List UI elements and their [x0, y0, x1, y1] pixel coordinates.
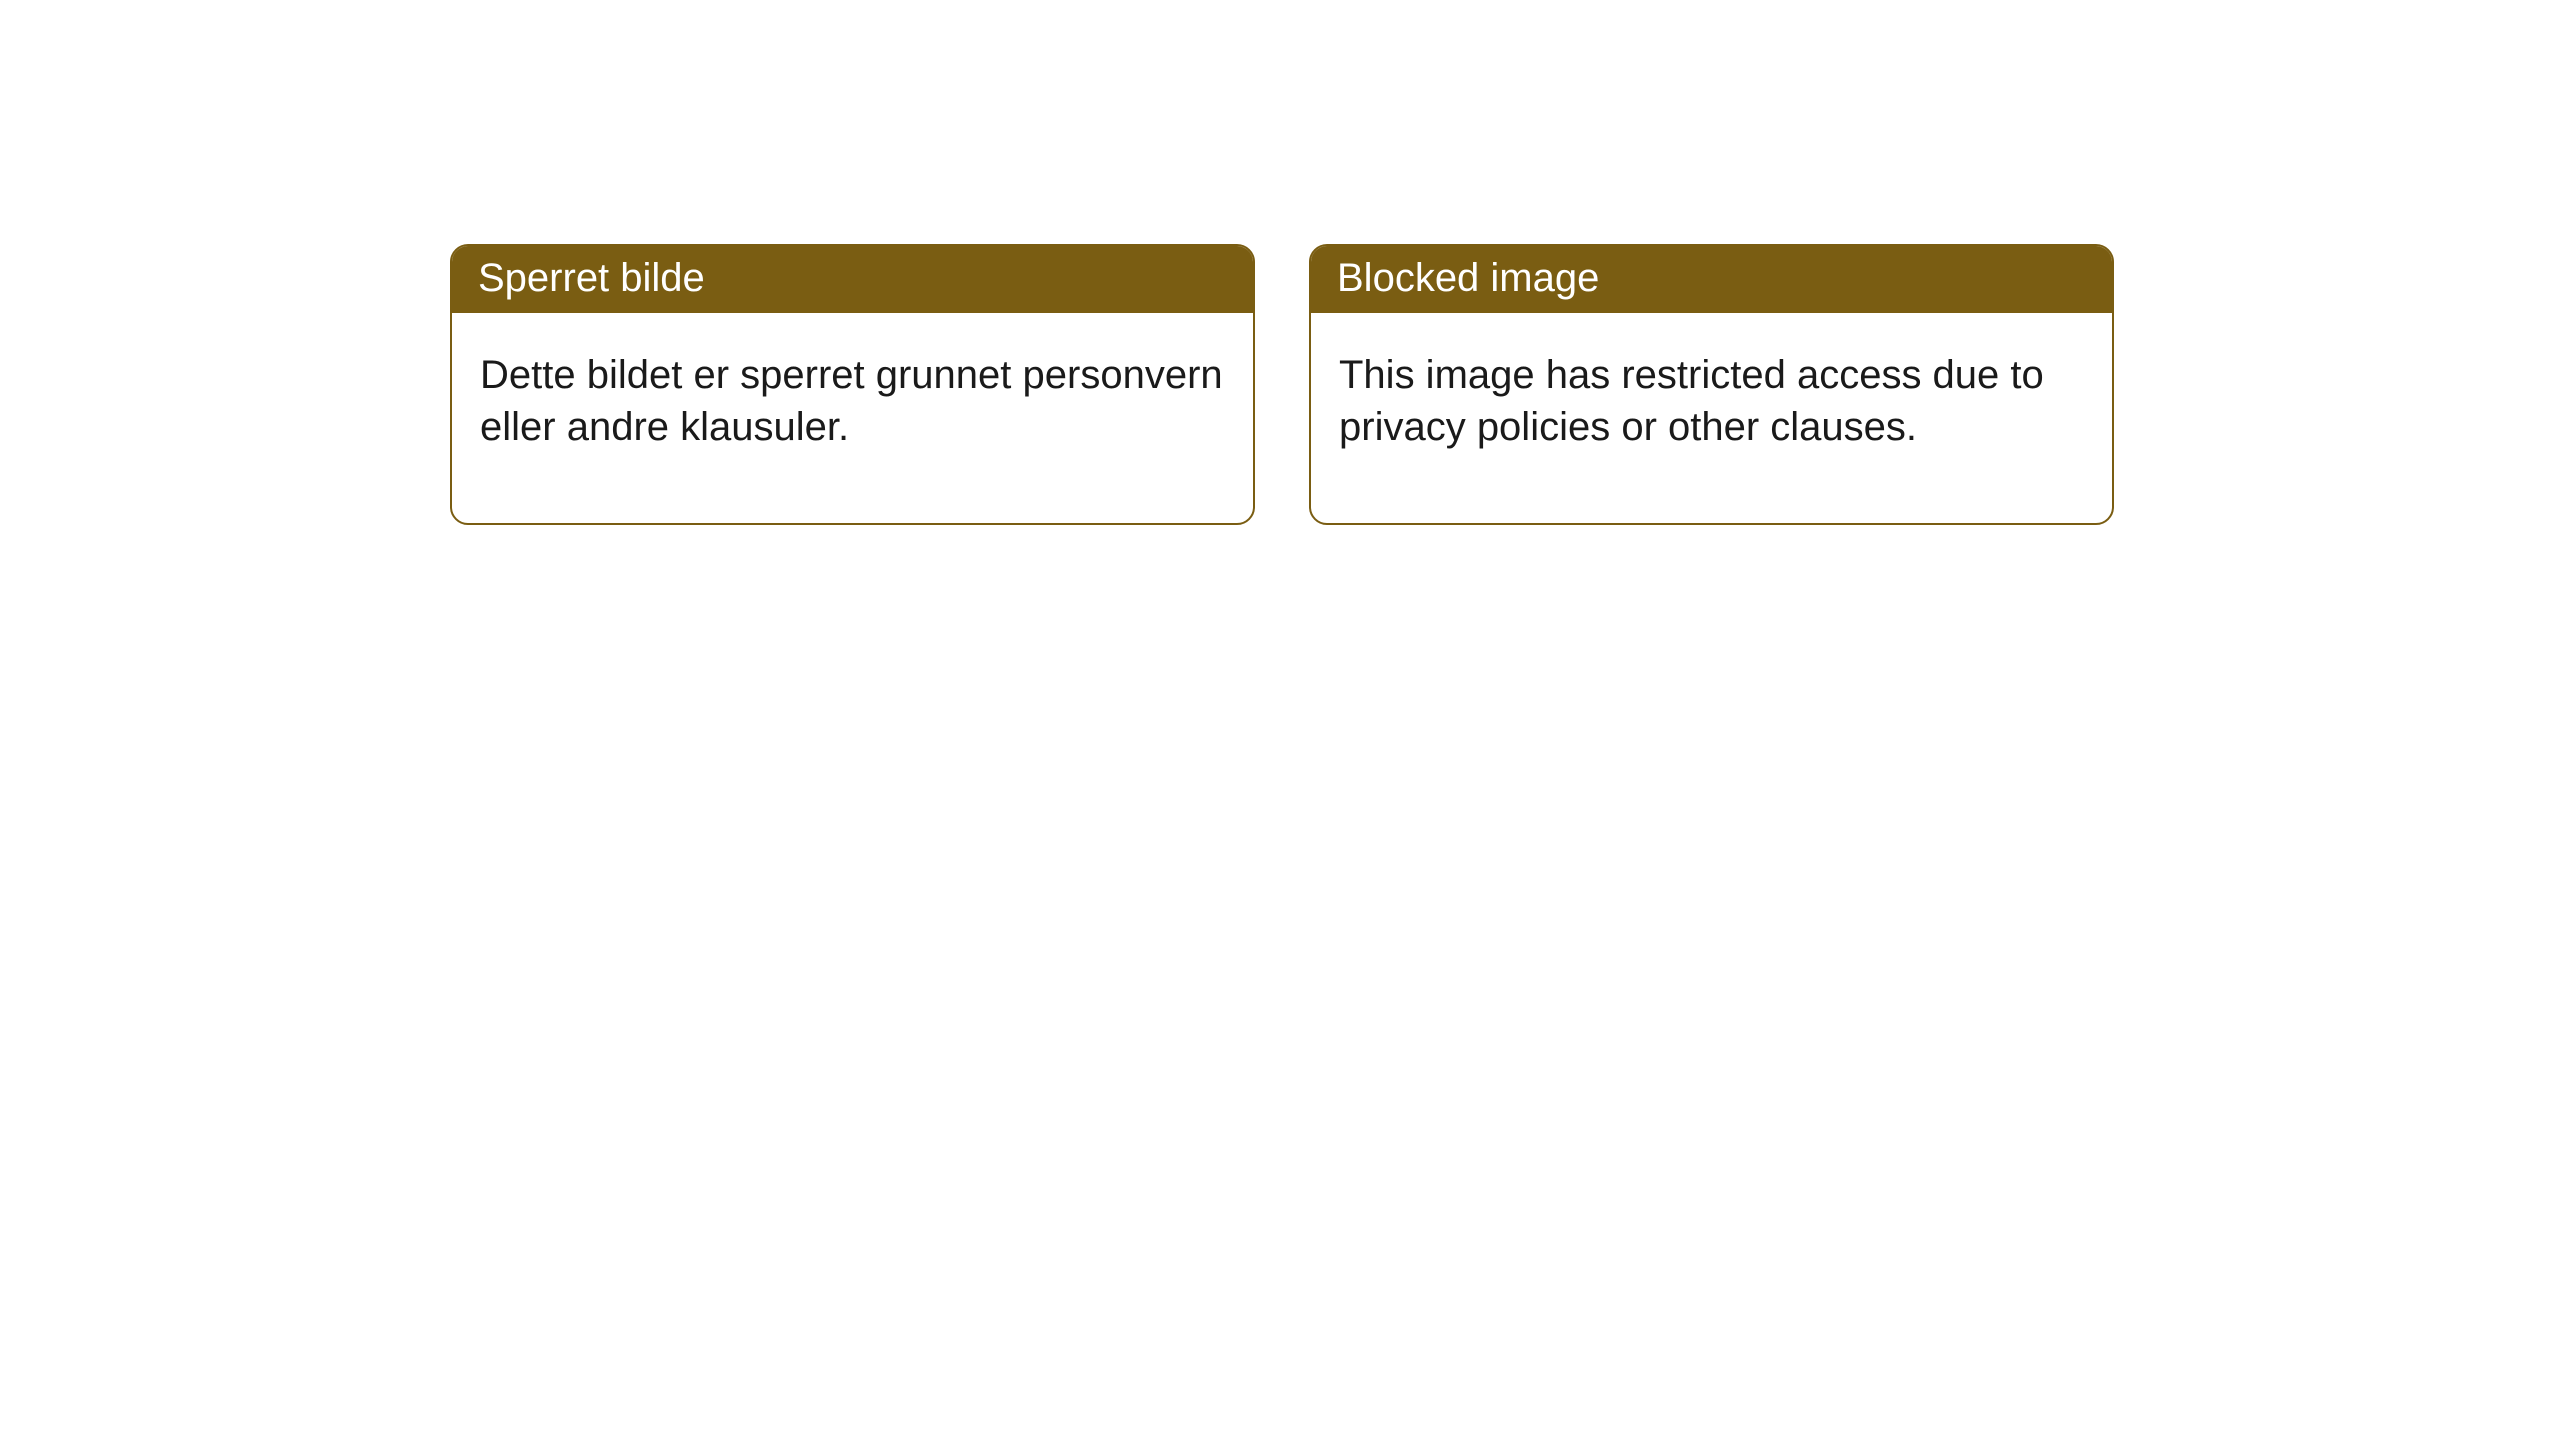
notice-body: Dette bildet er sperret grunnet personve…	[452, 313, 1253, 523]
notice-container: Sperret bilde Dette bildet er sperret gr…	[450, 244, 2114, 525]
notice-header: Sperret bilde	[452, 246, 1253, 313]
notice-card-english: Blocked image This image has restricted …	[1309, 244, 2114, 525]
notice-body: This image has restricted access due to …	[1311, 313, 2112, 523]
notice-header: Blocked image	[1311, 246, 2112, 313]
notice-card-norwegian: Sperret bilde Dette bildet er sperret gr…	[450, 244, 1255, 525]
